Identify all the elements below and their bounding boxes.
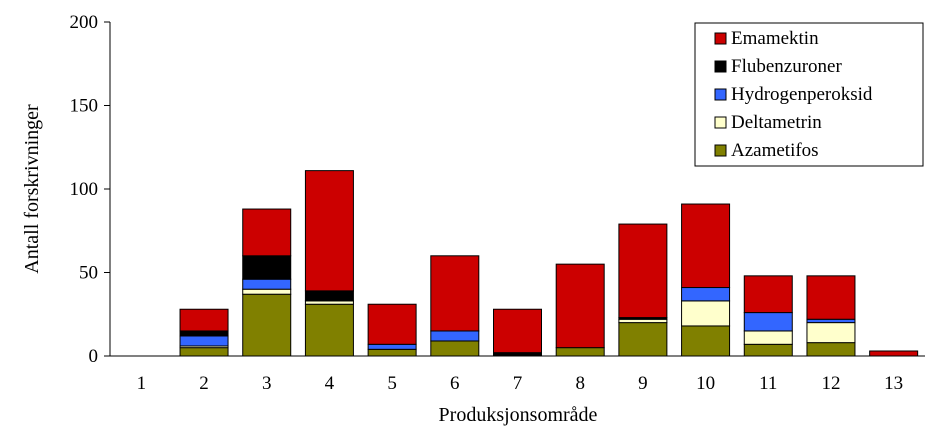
bar-segment-flubenzuroner-7 — [493, 352, 542, 357]
x-ticks-layer: 1 2 3 4 5 6 7 8 9 10 11 12 13 — [137, 373, 904, 394]
legend-swatch-azametifos — [714, 144, 727, 157]
bar-segment-flubenzuroner-4 — [304, 290, 354, 302]
bar-segment-azametifos-2 — [179, 347, 229, 357]
bar-segment-emamektin-12 — [806, 275, 856, 320]
x-tick-label: 11 — [759, 373, 777, 394]
bar-segment-hydrogenperoksid-3 — [242, 278, 292, 290]
bar-segment-emamektin-9 — [618, 223, 668, 319]
y-ticks-layer: 0 50 100 150 200 — [70, 12, 110, 367]
bar-segment-deltametrin-4 — [304, 300, 354, 305]
bar-segment-deltametrin-12 — [806, 322, 856, 344]
x-tick-label: 4 — [325, 373, 335, 394]
x-tick-label: 2 — [199, 373, 209, 394]
bars-layer — [179, 170, 919, 357]
x-tick-label: 8 — [575, 373, 585, 394]
bar-segment-azametifos-9 — [618, 322, 668, 357]
legend-label: Hydrogenperoksid — [731, 84, 873, 105]
legend-swatch-flubenzuroner — [714, 60, 727, 73]
bar-segment-deltametrin-10 — [681, 300, 731, 327]
legend-swatch-emamektin — [714, 32, 727, 45]
bar-segment-emamektin-6 — [430, 255, 480, 332]
bar-segment-azametifos-11 — [743, 343, 793, 357]
bar-segment-emamektin-13 — [869, 350, 919, 357]
bar-segment-azametifos-8 — [555, 347, 605, 357]
y-tick-label: 200 — [70, 12, 99, 33]
bar-segment-azametifos-3 — [242, 293, 292, 357]
legend-swatch-deltametrin — [714, 116, 727, 129]
bar-segment-hydrogenperoksid-10 — [681, 287, 731, 302]
bar-segment-emamektin-5 — [367, 303, 417, 345]
x-tick-label: 3 — [262, 373, 272, 394]
x-tick-label: 10 — [696, 373, 715, 394]
x-tick-label: 6 — [450, 373, 460, 394]
bar-segment-deltametrin-11 — [743, 330, 793, 345]
y-tick-label: 150 — [70, 96, 99, 117]
x-tick-label: 5 — [387, 373, 397, 394]
bar-segment-hydrogenperoksid-12 — [806, 318, 856, 324]
y-tick-label: 0 — [89, 346, 99, 367]
legend-label: Flubenzuroner — [731, 56, 842, 77]
bar-segment-hydrogenperoksid-11 — [743, 312, 793, 332]
legend-label: Deltametrin — [731, 112, 822, 133]
bar-segment-emamektin-10 — [681, 203, 731, 289]
bar-segment-emamektin-8 — [555, 263, 605, 349]
bar-segment-azametifos-5 — [367, 348, 417, 357]
bar-segment-emamektin-2 — [179, 308, 229, 332]
legend-label: Azametifos — [731, 140, 819, 161]
y-tick-label: 50 — [79, 263, 98, 284]
bar-segment-azametifos-6 — [430, 340, 480, 357]
bar-segment-azametifos-12 — [806, 342, 856, 357]
x-tick-label: 13 — [884, 373, 903, 394]
bar-segment-hydrogenperoksid-2 — [179, 335, 229, 347]
legend-swatch-hydrogenperoksid — [714, 88, 727, 101]
bar-segment-azametifos-10 — [681, 325, 731, 357]
bar-segment-deltametrin-3 — [242, 288, 292, 295]
y-tick-label: 100 — [70, 179, 99, 200]
bar-segment-emamektin-3 — [242, 208, 292, 257]
x-axis-title: Produksjonsområde — [439, 404, 598, 426]
bar-segment-azametifos-4 — [304, 303, 354, 357]
legend-frame — [694, 22, 924, 167]
bar-segment-hydrogenperoksid-6 — [430, 330, 480, 342]
x-tick-label: 12 — [821, 373, 840, 394]
bar-segment-emamektin-4 — [304, 170, 354, 292]
bar-segment-flubenzuroner-2 — [179, 330, 229, 337]
bar-segment-hydrogenperoksid-5 — [367, 343, 417, 350]
y-axis-title: Antall forskrivninger — [21, 104, 43, 274]
bar-segment-deltametrin-9 — [618, 318, 668, 324]
bar-segment-flubenzuroner-3 — [242, 255, 292, 280]
x-tick-label: 9 — [638, 373, 648, 394]
x-tick-label: 1 — [137, 373, 147, 394]
x-tick-label: 7 — [513, 373, 523, 394]
legend: Emamektin Flubenzuroner Hydrogenperoksid De… — [694, 22, 924, 167]
bar-segment-emamektin-7 — [493, 308, 542, 354]
bar-segment-emamektin-11 — [743, 275, 793, 314]
legend-label: Emamektin — [731, 28, 819, 49]
